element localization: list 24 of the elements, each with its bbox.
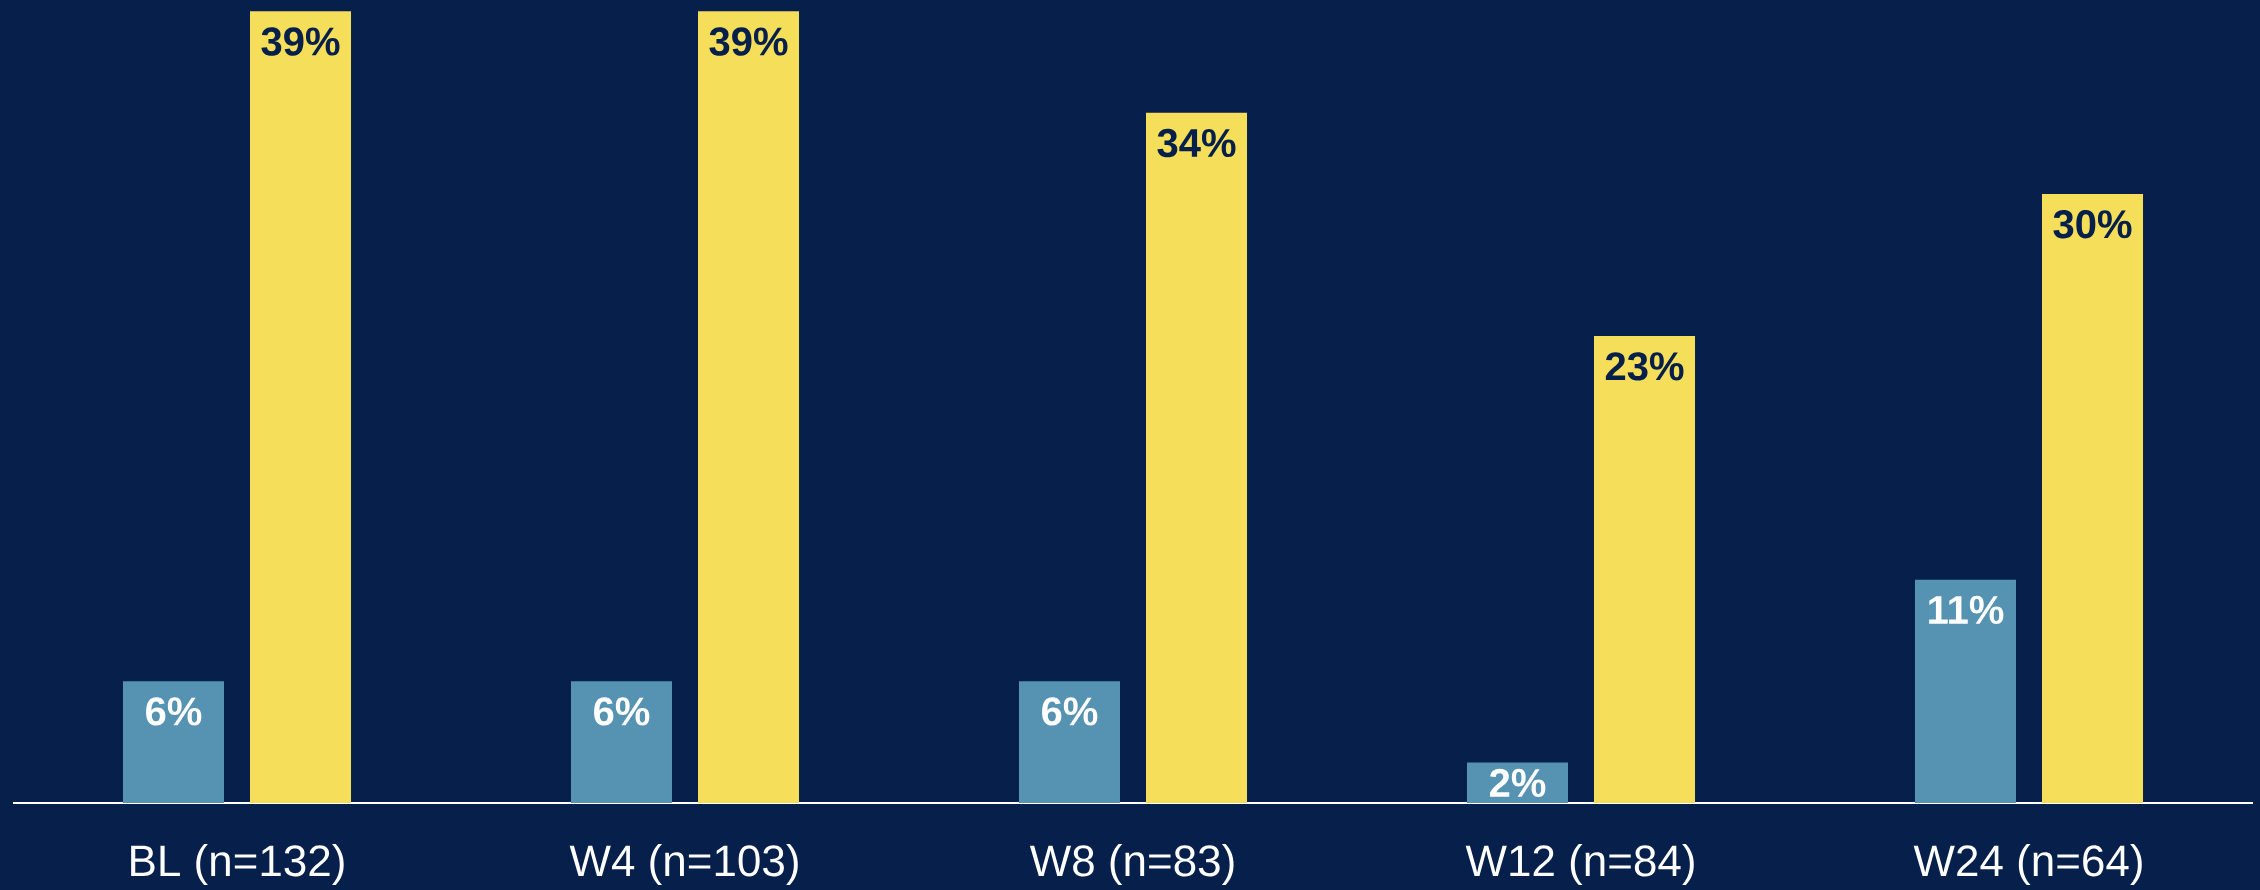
bar <box>1146 112 1248 803</box>
x-tick-label: W8 (n=83) <box>1029 844 1234 886</box>
bar <box>1018 681 1121 803</box>
bar <box>570 681 673 803</box>
data-label: 6% <box>146 697 202 726</box>
x-tick-label: W12 (n=84) <box>1465 844 1694 886</box>
data-label: 6% <box>1042 697 1098 726</box>
data-label: 39% <box>709 27 788 56</box>
x-tick-label: W4 (n=103) <box>569 844 798 886</box>
data-label: 6% <box>594 697 650 726</box>
bar <box>1594 336 1696 803</box>
data-label: 23% <box>1605 352 1684 381</box>
data-label: 34% <box>1157 128 1236 158</box>
bar <box>249 11 352 803</box>
bar <box>698 11 800 803</box>
bar <box>122 681 225 803</box>
data-label: 2% <box>1489 768 1546 798</box>
x-tick-label: BL (n=132) <box>131 844 344 886</box>
data-label: 30% <box>2053 210 2132 239</box>
data-label: 39% <box>261 27 340 56</box>
x-tick-label: W24 (n=64) <box>1913 844 2142 886</box>
data-label: 11% <box>1929 595 2004 625</box>
bar <box>2042 194 2144 803</box>
bar <box>1914 579 2017 803</box>
